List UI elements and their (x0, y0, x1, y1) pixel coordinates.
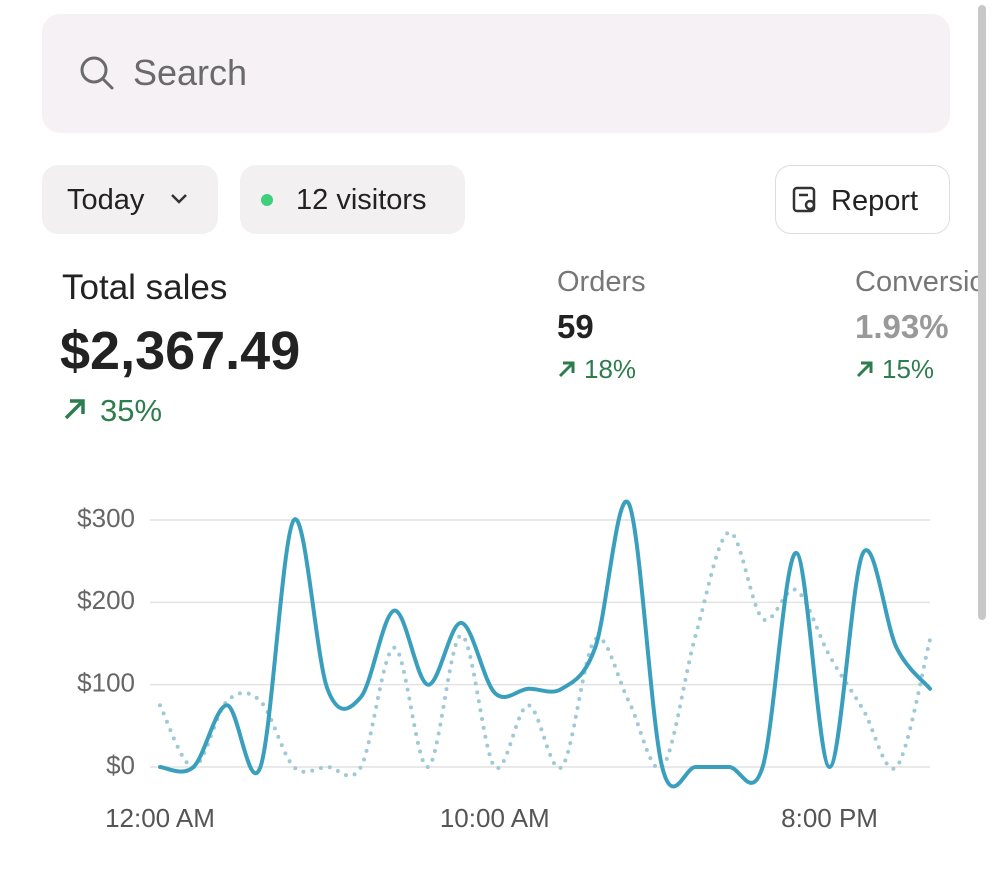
period-dropdown[interactable]: Today (42, 165, 218, 234)
x-tick-label: 10:00 AM (440, 803, 550, 833)
metric-value: 1.93% (855, 308, 949, 345)
y-tick-label: $0 (106, 750, 135, 780)
report-label: Report (831, 185, 919, 217)
visitors-label: 12 visitors (296, 184, 427, 216)
period-label: Today (67, 184, 145, 216)
y-tick-label: $100 (77, 668, 135, 698)
metric-label: Conversion (855, 266, 978, 298)
x-tick-label: 12:00 AM (105, 803, 215, 833)
metric-change: 15% (882, 354, 935, 384)
y-tick-label: $200 (77, 585, 135, 615)
search-placeholder: Search (133, 52, 248, 93)
metric-change: 18% (584, 354, 637, 384)
search-icon (80, 56, 114, 90)
trend-up-icon (856, 361, 873, 378)
metric-label: Orders (557, 266, 646, 298)
search-bar[interactable] (42, 14, 950, 133)
report-button[interactable]: Report (775, 165, 950, 234)
live-dot (261, 194, 273, 206)
series-line (158, 499, 932, 789)
y-tick-label: $300 (77, 503, 135, 533)
x-tick-label: 8:00 PM (781, 803, 878, 833)
metric-change: 35% (100, 393, 163, 428)
visitors-pill[interactable]: 12 visitors (240, 165, 465, 234)
metric-value: $2,367.49 (60, 321, 301, 381)
metric-label: Total sales (62, 268, 228, 307)
series-line (158, 530, 932, 778)
report-icon (792, 186, 816, 213)
sales-chart: $0 $100 $200 $300 12:00 AM 10:00 AM 8:00 PM (77, 499, 932, 833)
scrollbar[interactable] (978, 5, 986, 620)
metric-value: 59 (557, 308, 594, 345)
trend-up-icon (64, 399, 85, 420)
trend-up-icon (558, 361, 575, 378)
chevron-icon (171, 194, 187, 204)
